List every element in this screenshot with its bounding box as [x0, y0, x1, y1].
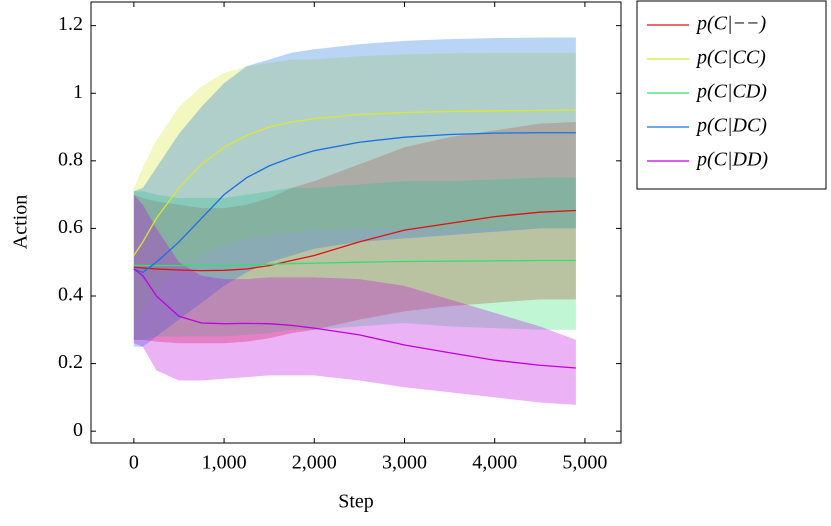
legend-label: p(C|DD) — [695, 149, 768, 171]
band — [133, 194, 576, 405]
band — [133, 52, 576, 324]
x-axis-label: Step — [338, 491, 374, 513]
band — [133, 121, 576, 344]
band — [133, 177, 576, 340]
y-tick-label: 0.2 — [58, 351, 83, 373]
y-tick-label: 0 — [73, 419, 83, 441]
legend-label: p(C|−−) — [695, 13, 766, 35]
x-tick-label: 5,000 — [562, 452, 607, 474]
legend-label: p(C|DC) — [695, 115, 767, 137]
line — [133, 259, 576, 267]
legend-box — [636, 0, 827, 190]
x-tick-label: 4,000 — [472, 452, 517, 474]
x-tick-label: 1,000 — [202, 452, 247, 474]
legend-label: p(C|CD) — [695, 81, 767, 103]
y-tick-label: 0.8 — [58, 148, 83, 170]
y-tick-label: 1 — [73, 81, 83, 103]
legend-label: p(C|CC) — [695, 47, 766, 69]
x-tick-label: 3,000 — [382, 452, 427, 474]
y-tick-label: 1.2 — [58, 13, 83, 35]
y-axis-label: Action — [10, 195, 32, 249]
line — [133, 268, 576, 369]
line — [133, 209, 576, 272]
x-tick-label: 2,000 — [292, 452, 337, 474]
line — [133, 132, 576, 274]
x-tick-label: 0 — [129, 452, 139, 474]
plot-frame — [90, 1, 622, 444]
y-tick-label: 0.4 — [58, 284, 83, 306]
line — [133, 109, 576, 256]
y-tick-label: 0.6 — [58, 216, 83, 238]
